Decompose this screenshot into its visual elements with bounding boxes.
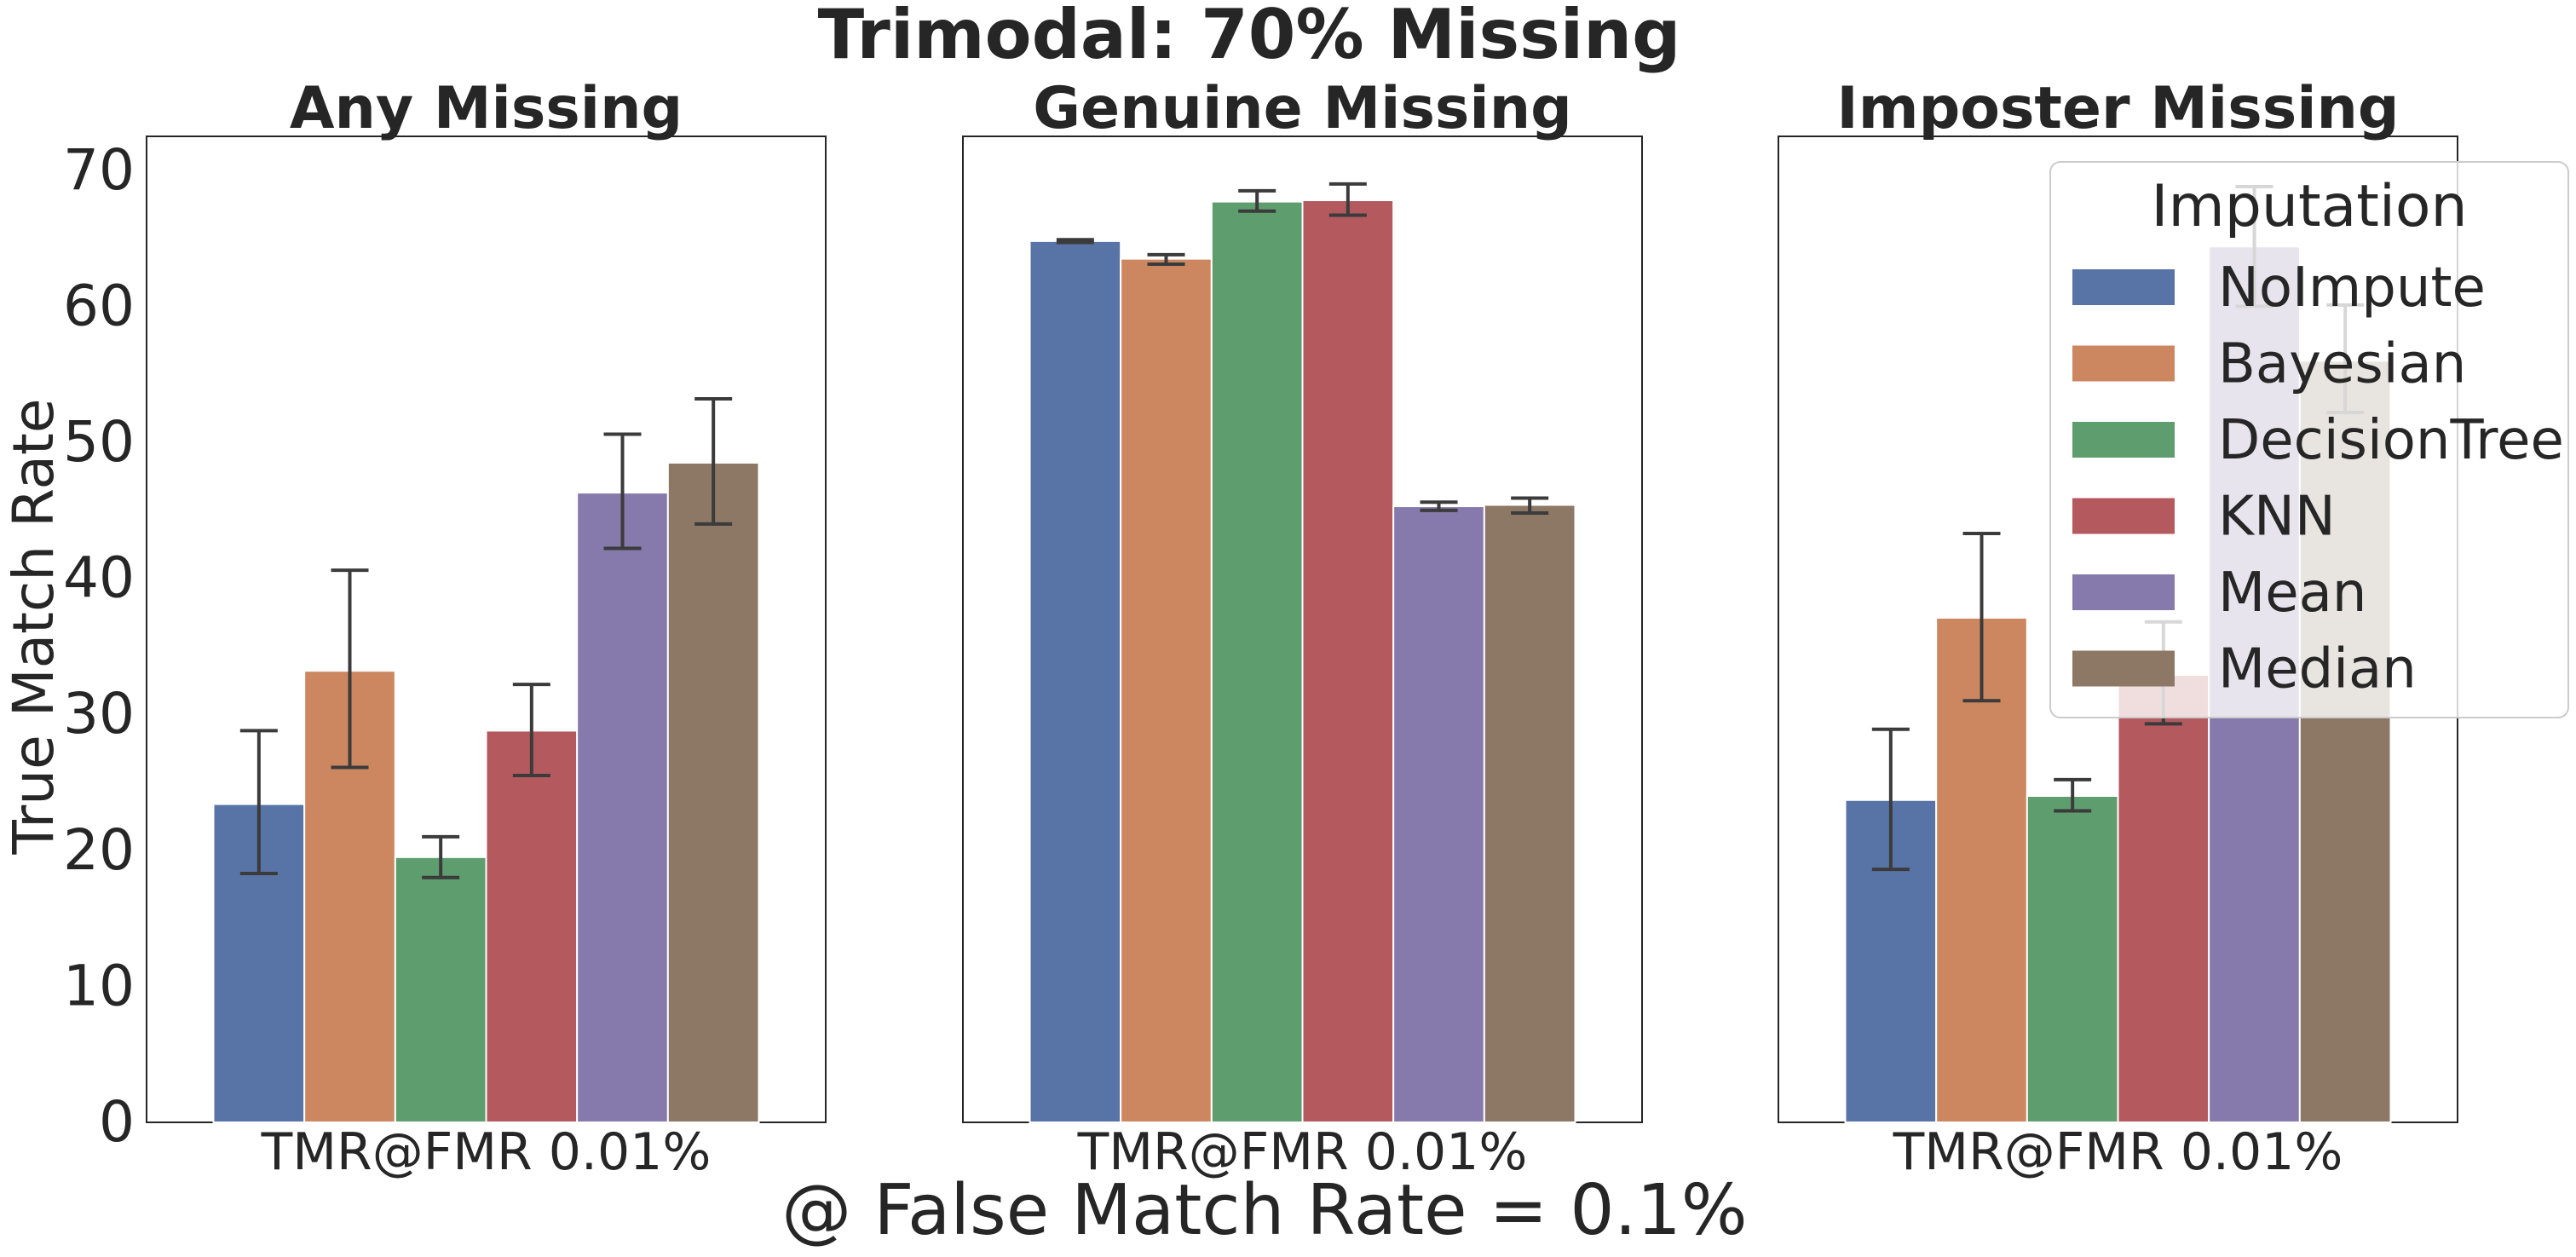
bar-mean [1392, 505, 1485, 1123]
x-tick-label: TMR@FMR 0.01% [261, 1122, 712, 1182]
y-tick-label: 10 [63, 953, 135, 1018]
y-tick-label: 40 [63, 545, 135, 611]
y-tick-label: 0 [99, 1089, 135, 1155]
legend-swatch [2072, 345, 2175, 382]
legend-item-median: Median [2072, 638, 2417, 701]
error-bar-bayesian [331, 568, 369, 770]
legend-label: KNN [2218, 486, 2336, 549]
bar-median [1483, 504, 1576, 1123]
legend-label: Mean [2218, 562, 2366, 625]
bar-bayesian [1120, 257, 1213, 1124]
subplot-title: Genuine Missing [1033, 75, 1572, 142]
error-bar-decisiontree [2054, 777, 2092, 813]
y-tick-label: 60 [63, 273, 135, 338]
legend: Imputation NoImpute Bayesian DecisionTree KN… [2049, 161, 2569, 718]
legend-label: NoImpute [2218, 257, 2486, 320]
legend-title: Imputation [2151, 173, 2467, 240]
error-bar-noimpute [1871, 727, 1910, 872]
legend-label: Bayesian [2218, 333, 2466, 396]
bar-decisiontree [2026, 794, 2119, 1123]
error-bar-noimpute [1056, 238, 1094, 245]
error-bar-median [1511, 496, 1549, 516]
legend-swatch [2072, 574, 2175, 610]
error-bar-bayesian [1147, 252, 1185, 267]
y-tick-label: 50 [63, 409, 135, 475]
bar-median [666, 462, 760, 1123]
legend-item-decisiontree: DecisionTree [2072, 409, 2564, 472]
bar-mean [576, 492, 669, 1123]
y-tick-label: 70 [63, 137, 135, 203]
legend-label: DecisionTree [2218, 409, 2564, 472]
x-tick-label: TMR@FMR 0.01% [1077, 1122, 1528, 1182]
figure-title: Trimodal: 70% Missing [818, 0, 1681, 74]
subplot-title: Imposter Missing [1836, 75, 2399, 142]
subplot-any-missing: Any Missing TMR@FMR 0.01% 0 10 20 30 40 50 60 70 [63, 75, 827, 1182]
y-axis-label: True Match Rate [1, 399, 66, 856]
bar-noimpute [1029, 239, 1122, 1124]
legend-item-noimpute: NoImpute [2072, 257, 2486, 320]
error-bar-knn [1328, 182, 1367, 217]
bar-knn [2117, 673, 2210, 1123]
bar-decisiontree [1210, 200, 1304, 1123]
legend-label: Median [2218, 638, 2417, 701]
error-bar-mean [1420, 500, 1458, 512]
legend-item-mean: Mean [2072, 562, 2366, 625]
legend-swatch [2072, 498, 2175, 534]
figure-x-label: @ False Match Rate = 0.1% [781, 1170, 1747, 1251]
y-tick-label: 20 [63, 817, 135, 883]
legend-frame [2049, 161, 2569, 718]
subplot-title: Any Missing [290, 75, 683, 142]
y-tick-label: 30 [63, 681, 135, 747]
bar-knn [485, 729, 579, 1123]
error-bar-bayesian [1962, 531, 2001, 703]
error-bar-median [694, 397, 733, 526]
legend-swatch [2072, 422, 2175, 458]
error-bar-mean [603, 432, 642, 551]
error-bar-knn [512, 683, 550, 778]
error-bar-decisiontree [1238, 188, 1276, 213]
legend-swatch [2072, 650, 2175, 687]
legend-swatch [2072, 269, 2175, 305]
error-bar-decisiontree [422, 834, 460, 879]
subplot-genuine-missing: Genuine Missing TMR@FMR 0.01% [962, 75, 1643, 1182]
error-bar-noimpute [239, 729, 278, 875]
bar-knn [1301, 199, 1395, 1124]
x-tick-label: TMR@FMR 0.01% [1893, 1122, 2343, 1182]
legend-item-knn: KNN [2072, 486, 2336, 549]
bar-decisiontree [394, 856, 487, 1123]
legend-item-bayesian: Bayesian [2072, 333, 2466, 396]
